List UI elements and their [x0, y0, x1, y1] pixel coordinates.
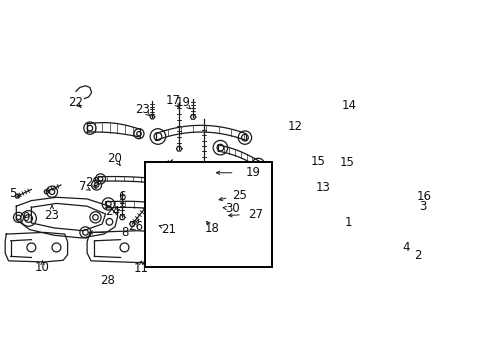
- Text: 3: 3: [419, 200, 426, 213]
- Text: 30: 30: [224, 202, 239, 215]
- Text: 27: 27: [248, 207, 263, 221]
- Text: 19: 19: [176, 96, 191, 109]
- Text: 21: 21: [161, 223, 176, 236]
- Text: 23: 23: [44, 209, 60, 222]
- Text: 13: 13: [315, 181, 330, 194]
- Text: 26: 26: [128, 220, 143, 233]
- Text: 7: 7: [80, 180, 87, 193]
- Text: 11: 11: [133, 262, 148, 275]
- Text: 19: 19: [244, 166, 260, 179]
- Text: 9: 9: [22, 211, 29, 224]
- Text: 22: 22: [68, 96, 83, 109]
- Text: 5: 5: [9, 188, 17, 201]
- Text: 23: 23: [135, 103, 150, 116]
- Text: 25: 25: [231, 189, 246, 202]
- Text: 1: 1: [344, 216, 351, 229]
- Text: 18: 18: [205, 222, 220, 235]
- Text: 28: 28: [100, 274, 115, 287]
- Text: 29: 29: [85, 176, 100, 189]
- Text: 14: 14: [341, 99, 356, 112]
- Text: 17: 17: [166, 94, 181, 107]
- Text: 15: 15: [310, 155, 325, 168]
- Text: 6: 6: [118, 190, 126, 203]
- Text: 8: 8: [121, 226, 128, 239]
- Bar: [145, 162, 271, 267]
- Text: 20: 20: [107, 152, 122, 165]
- Text: 15: 15: [339, 156, 354, 169]
- Text: 12: 12: [287, 120, 302, 133]
- Text: 16: 16: [416, 190, 431, 203]
- Text: 10: 10: [35, 261, 50, 274]
- Text: 24: 24: [104, 205, 120, 218]
- Text: 4: 4: [402, 241, 409, 254]
- Text: 2: 2: [413, 249, 421, 262]
